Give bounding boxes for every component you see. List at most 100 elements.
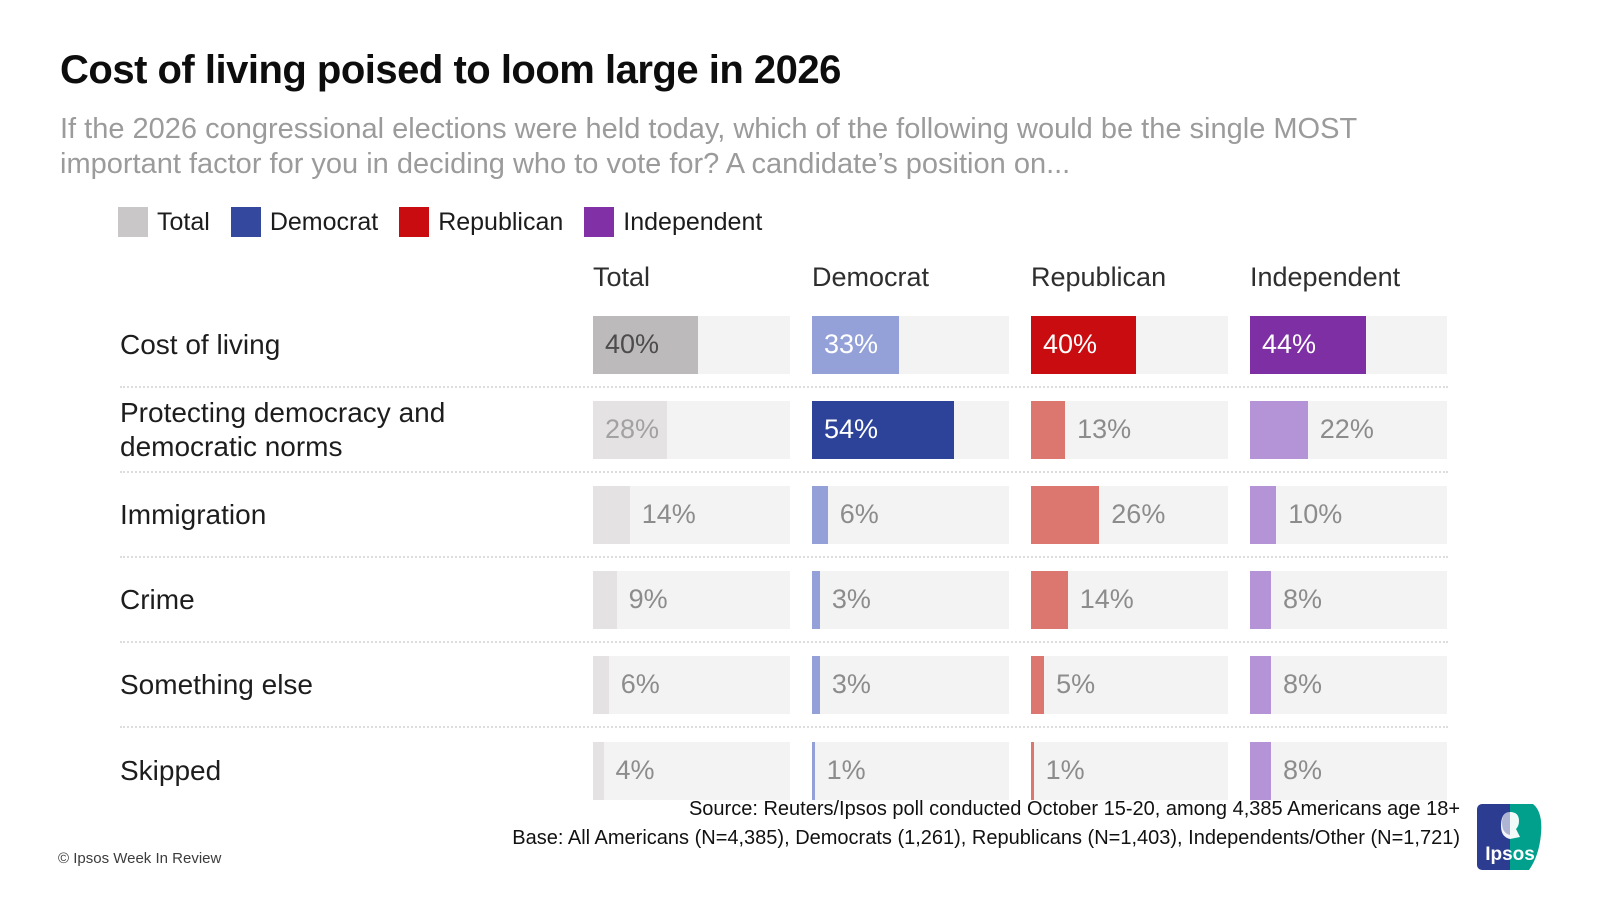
chart-rows: Cost of living 40% 33% 40% 44% Protecting dem… [120, 303, 1448, 813]
legend-label: Democrat [269, 207, 379, 236]
legend-label: Independent [623, 207, 763, 236]
legend-item-total: Total [118, 207, 210, 237]
bar-democrat: 54% [812, 400, 954, 459]
chart-row: Cost of living 40% 33% 40% 44% [120, 303, 1448, 388]
bar-track-independent: 10% [1250, 485, 1447, 544]
bar-independent: 44% [1250, 315, 1366, 374]
bar-value-label: 3% [831, 584, 871, 614]
bar-independent [1250, 570, 1271, 629]
bar-track-democrat: 6% [812, 485, 1009, 544]
legend-swatch-icon [118, 207, 148, 237]
bar-track-republican: 14% [1031, 570, 1228, 629]
legend-item-independent: Independent [584, 207, 762, 237]
bar-track-democrat: 3% [812, 570, 1009, 629]
base-line: Base: All Americans (N=4,385), Democrats… [512, 827, 1460, 849]
bar-independent [1250, 741, 1271, 800]
bar-track-independent: 8% [1250, 741, 1447, 800]
chart-row: Crime 9% 3% 14% 8% [120, 558, 1448, 643]
bar-value-label: 10% [1288, 499, 1343, 529]
bar-track-total: 28% [593, 400, 790, 459]
bar-track-republican: 26% [1031, 485, 1228, 544]
bar-independent [1250, 400, 1308, 459]
bar-value-label: 22% [1319, 414, 1374, 444]
bar-value-label: 8% [1283, 669, 1323, 699]
legend-label: Republican [438, 207, 564, 236]
bar-value-label: 4% [615, 755, 655, 785]
bar-republican [1031, 655, 1045, 714]
chart-row: Something else 6% 3% 5% 8% [120, 643, 1448, 728]
source-line: Source: Reuters/Ipsos poll conducted Oct… [688, 798, 1460, 820]
bar-value-label: 14% [641, 499, 696, 529]
column-headers: Total Democrat Republican Independent [120, 262, 1448, 303]
bar-total [593, 655, 609, 714]
bar-value-label: 44% [1262, 329, 1317, 359]
bar-republican [1031, 570, 1068, 629]
bar-republican [1031, 741, 1034, 800]
source-note: Source: Reuters/Ipsos poll conducted Oct… [512, 795, 1460, 853]
bar-chart: Total Democrat Republican Independent Cost … [120, 262, 1448, 813]
bar-total [593, 570, 617, 629]
bar-track-democrat: 3% [812, 655, 1009, 714]
ipsos-logo: Ipsos [1477, 804, 1543, 870]
bar-track-independent: 44% [1250, 315, 1447, 374]
bar-value-label: 6% [620, 669, 660, 699]
bar-total [593, 741, 604, 800]
chart-row: Immigration 14% 6% 26% 10% [120, 473, 1448, 558]
page-title: Cost of living poised to loom large in 2… [60, 48, 841, 92]
bar-value-label: 28% [605, 414, 660, 444]
bar-value-label: 3% [831, 669, 871, 699]
bar-value-label: 8% [1283, 755, 1323, 785]
column-header-republican: Republican [1031, 262, 1167, 292]
svg-text:Ipsos: Ipsos [1485, 844, 1535, 865]
bar-republican [1031, 485, 1100, 544]
legend-swatch-icon [584, 207, 615, 237]
bar-track-democrat: 33% [812, 315, 1009, 374]
bar-republican: 40% [1031, 315, 1137, 374]
bar-track-democrat: 54% [812, 400, 1009, 459]
bar-track-democrat: 1% [812, 741, 1009, 800]
bar-total [593, 485, 630, 544]
column-header-democrat: Democrat [812, 262, 930, 292]
chart-row: Skipped 4% 1% 1% 8% [120, 728, 1448, 813]
bar-track-republican: 5% [1031, 655, 1228, 714]
bar-track-independent: 8% [1250, 655, 1447, 714]
ipsos-logo-graphic: Ipsos [1477, 804, 1542, 870]
copyright-note: © Ipsos Week In Review [58, 850, 222, 867]
bar-total: 40% [593, 315, 699, 374]
bar-value-label: 1% [826, 755, 866, 785]
bar-value-label: 40% [1043, 329, 1098, 359]
bar-democrat [812, 741, 815, 800]
legend-label: Total [157, 207, 210, 236]
bar-democrat [812, 485, 828, 544]
bar-value-label: 40% [605, 329, 660, 359]
bar-track-republican: 1% [1031, 741, 1228, 800]
row-label: Crime [120, 583, 195, 615]
bar-track-republican: 40% [1031, 315, 1228, 374]
bar-democrat [812, 655, 820, 714]
bar-value-label: 33% [824, 329, 879, 359]
legend-item-republican: Republican [399, 207, 563, 237]
bar-democrat: 33% [812, 315, 899, 374]
column-header-independent: Independent [1250, 262, 1401, 292]
bar-track-independent: 22% [1250, 400, 1447, 459]
chart-subtitle: If the 2026 congressional elections were… [60, 113, 1357, 180]
bar-track-total: 14% [593, 485, 790, 544]
bar-value-label: 8% [1283, 584, 1323, 614]
bar-track-total: 6% [593, 655, 790, 714]
row-label: Cost of living [120, 328, 281, 360]
row-label: Skipped [120, 754, 222, 786]
bar-value-label: 14% [1079, 584, 1134, 614]
row-label: Immigration [120, 498, 267, 530]
column-header-total: Total [593, 262, 651, 292]
bar-track-independent: 8% [1250, 570, 1447, 629]
legend-swatch-icon [230, 207, 261, 237]
bar-independent [1250, 485, 1277, 544]
bar-total: 28% [593, 400, 667, 459]
bar-value-label: 26% [1111, 499, 1166, 529]
chart-row: Protecting democracy and democratic norm… [120, 388, 1448, 473]
legend-swatch-icon [399, 207, 430, 237]
bar-value-label: 1% [1045, 755, 1085, 785]
bar-track-total: 9% [593, 570, 790, 629]
bar-value-label: 6% [839, 499, 879, 529]
